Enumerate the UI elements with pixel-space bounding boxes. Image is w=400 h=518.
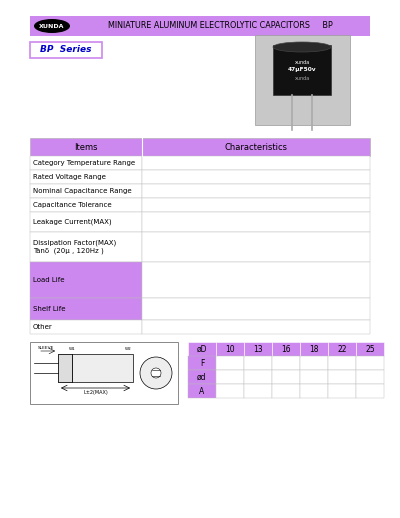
Bar <box>58 354 72 382</box>
Bar <box>30 342 178 404</box>
Bar <box>30 212 142 232</box>
Text: 13: 13 <box>253 344 263 353</box>
Bar <box>188 384 216 398</box>
Bar <box>244 356 272 370</box>
Text: Items: Items <box>74 142 98 151</box>
Bar <box>142 212 370 232</box>
Text: W2: W2 <box>125 347 131 351</box>
Bar <box>30 298 142 320</box>
Bar <box>300 342 328 356</box>
Bar <box>142 298 370 320</box>
Bar <box>30 16 370 36</box>
Bar <box>142 262 370 298</box>
Text: 18: 18 <box>309 344 319 353</box>
Bar <box>30 138 370 156</box>
Bar <box>30 198 142 212</box>
Bar <box>356 384 384 398</box>
Text: ød: ød <box>197 372 207 381</box>
Bar <box>356 342 384 356</box>
Text: 10: 10 <box>225 344 235 353</box>
Bar <box>216 342 244 356</box>
Bar <box>30 42 102 58</box>
Text: Leakage Current(MAX): Leakage Current(MAX) <box>33 219 112 225</box>
Bar <box>142 198 370 212</box>
Bar <box>255 35 350 125</box>
Bar <box>356 370 384 384</box>
Bar <box>188 342 216 356</box>
Bar <box>272 356 300 370</box>
Text: Other: Other <box>33 324 53 330</box>
Bar <box>300 370 328 384</box>
Circle shape <box>151 368 161 378</box>
Text: BP  Series: BP Series <box>40 46 92 54</box>
Bar <box>300 356 328 370</box>
Bar <box>244 370 272 384</box>
Bar <box>30 262 142 298</box>
Bar <box>328 384 356 398</box>
Bar <box>30 320 142 334</box>
Text: xunda: xunda <box>294 60 310 65</box>
Bar <box>188 356 216 370</box>
Bar <box>216 356 244 370</box>
Bar <box>244 342 272 356</box>
Text: L±2(MAX): L±2(MAX) <box>83 390 108 395</box>
Text: øD: øD <box>197 344 207 353</box>
Bar <box>30 170 142 184</box>
Text: Characteristics: Characteristics <box>224 142 288 151</box>
Bar <box>272 342 300 356</box>
Bar <box>58 354 133 382</box>
Bar <box>328 370 356 384</box>
Text: Shelf Life: Shelf Life <box>33 306 66 312</box>
Bar <box>30 232 142 262</box>
Text: Tanδ  (20μ , 120Hz ): Tanδ (20μ , 120Hz ) <box>33 248 104 254</box>
Bar <box>328 356 356 370</box>
Text: xunda: xunda <box>294 77 310 81</box>
Text: 16: 16 <box>281 344 291 353</box>
Text: Nominal Capacitance Range: Nominal Capacitance Range <box>33 188 132 194</box>
Bar <box>244 384 272 398</box>
Bar <box>142 156 370 170</box>
Circle shape <box>140 357 172 389</box>
Bar <box>216 370 244 384</box>
Bar <box>356 356 384 370</box>
Bar <box>142 170 370 184</box>
Bar <box>216 384 244 398</box>
Text: F: F <box>200 358 204 367</box>
Text: Rated Voltage Range: Rated Voltage Range <box>33 174 106 180</box>
Text: Dissipation Factor(MAX): Dissipation Factor(MAX) <box>33 240 116 246</box>
Text: MINIATURE ALUMINUM ELECTROLYTIC CAPACITORS     BP: MINIATURE ALUMINUM ELECTROLYTIC CAPACITO… <box>108 22 332 31</box>
Text: Category Temperature Range: Category Temperature Range <box>33 160 135 166</box>
Bar <box>188 370 216 384</box>
Bar <box>142 232 370 262</box>
Bar <box>272 384 300 398</box>
Bar <box>142 184 370 198</box>
Bar <box>30 184 142 198</box>
Text: W1: W1 <box>69 347 75 351</box>
Bar <box>142 320 370 334</box>
Text: Capacitance Tolerance: Capacitance Tolerance <box>33 202 112 208</box>
Text: Load Life: Load Life <box>33 277 64 283</box>
Text: 47μF50v: 47μF50v <box>288 67 316 73</box>
Bar <box>272 370 300 384</box>
Ellipse shape <box>34 19 70 33</box>
Bar <box>300 384 328 398</box>
Text: XUNDA: XUNDA <box>39 23 65 28</box>
Text: 25: 25 <box>365 344 375 353</box>
Bar <box>30 156 142 170</box>
Text: A: A <box>199 386 205 396</box>
Bar <box>273 45 331 95</box>
Ellipse shape <box>273 42 331 52</box>
Bar <box>328 342 356 356</box>
Text: SLEEVE: SLEEVE <box>38 346 54 350</box>
Text: 22: 22 <box>337 344 347 353</box>
